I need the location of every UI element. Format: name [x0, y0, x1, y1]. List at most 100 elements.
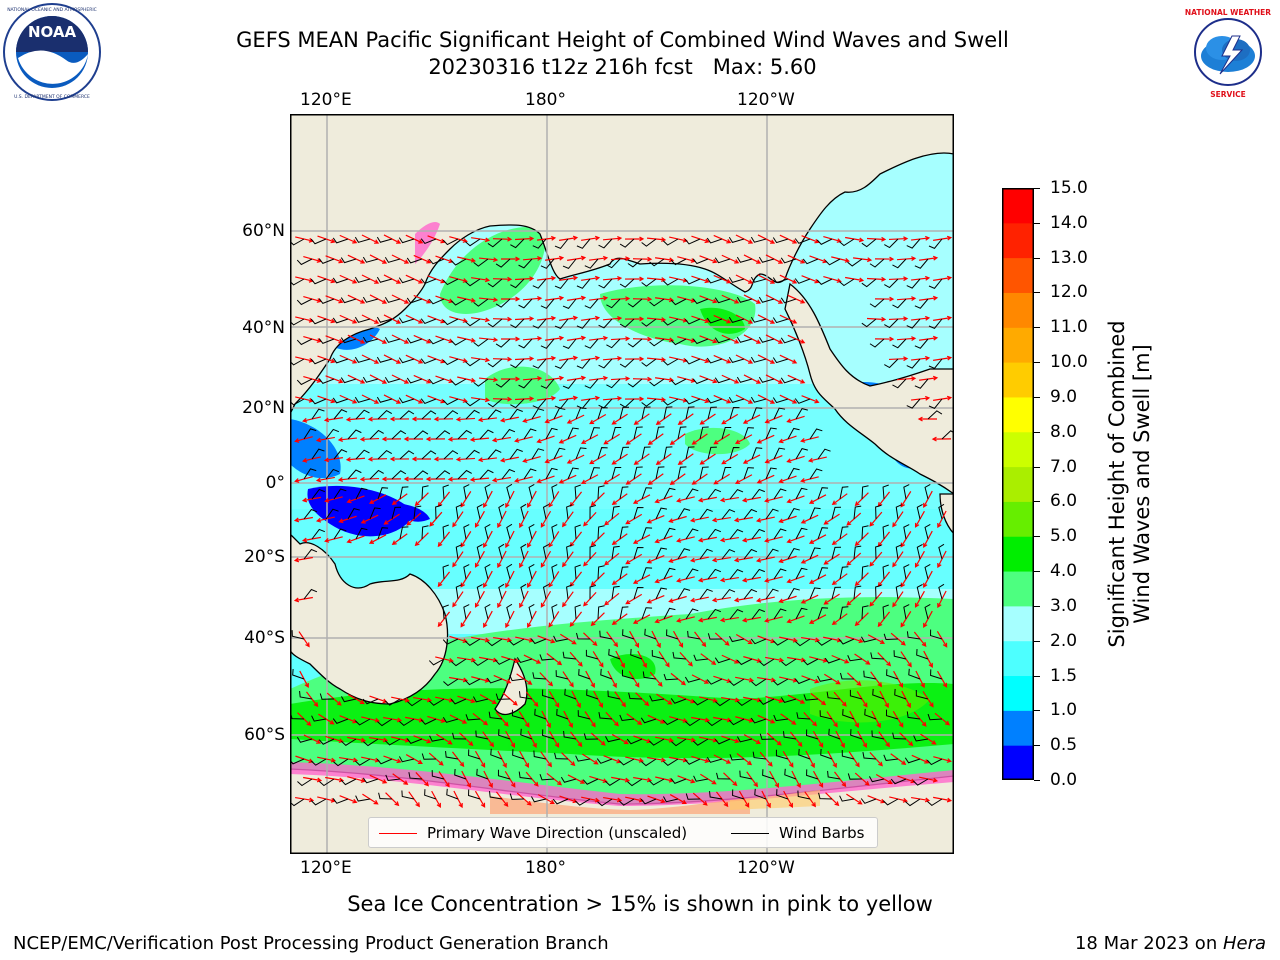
wind-barb: [693, 654, 709, 661]
wind-barb: [450, 698, 467, 705]
wind-barb: [484, 563, 491, 580]
wind-barb: [518, 338, 533, 349]
wave-direction-arrow: [536, 395, 557, 401]
wind-barb: [759, 733, 775, 740]
wind-barb: [599, 630, 613, 640]
wind-barb: [914, 378, 929, 389]
wind-barb: [497, 769, 511, 780]
wind-barb: [798, 748, 811, 760]
wind-barb: [714, 377, 731, 384]
date-label: 18 Mar 2023 on: [1074, 933, 1223, 954]
wind-barb: [780, 697, 797, 704]
chart-subtitle: 20230316 t12z 216h fcst Max: 5.60: [428, 55, 817, 79]
wind-barb: [627, 338, 643, 348]
wind-barb: [633, 466, 643, 480]
wind-barb: [611, 426, 622, 440]
wind-barb: [611, 545, 620, 560]
colorbar-cell: [1002, 257, 1034, 293]
wind-barb: [341, 738, 357, 746]
wind-barb: [693, 775, 709, 782]
wind-barb: [518, 691, 533, 700]
wind-barb: [551, 524, 558, 540]
wind-barb: [533, 750, 547, 760]
wind-barb: [495, 338, 511, 348]
wind-barb: [605, 778, 621, 786]
wind-barb: [838, 638, 855, 645]
wind-barb: [853, 505, 862, 520]
wind-barb: [884, 358, 899, 369]
wind-barb: [413, 505, 422, 520]
wind-barb: [903, 564, 910, 580]
wind-barb: [376, 356, 393, 363]
wind-barb: [828, 728, 841, 740]
colorbar-cell: [1002, 605, 1034, 642]
wind-barb: [743, 548, 758, 560]
wind-barb: [431, 770, 445, 780]
wind-barb: [562, 378, 577, 389]
wind-barb: [831, 546, 842, 560]
wind-barb: [455, 544, 462, 560]
wind-barb: [773, 447, 786, 460]
wind-barb: [692, 298, 709, 305]
wind-barb: [468, 749, 481, 760]
wind-barb: [842, 709, 855, 720]
wind-barb: [707, 608, 722, 620]
colorbar-cell: [1002, 188, 1034, 224]
colorbar-tick-label: 1.5: [1050, 665, 1078, 686]
wind-barb: [310, 318, 327, 325]
wind-barb: [850, 729, 863, 740]
wind-barb: [906, 631, 921, 640]
wind-barb: [906, 238, 921, 249]
wind-barb: [354, 396, 371, 403]
colorbar-tick-label: 0.0: [1050, 770, 1078, 790]
wind-barb: [928, 238, 943, 249]
wind-barb: [831, 506, 842, 520]
wind-barb: [542, 544, 550, 560]
wind-barb: [684, 758, 701, 765]
wind-barb: [649, 258, 665, 267]
wind-barb: [743, 508, 758, 520]
wind-barb: [728, 396, 745, 403]
wind-barb: [303, 588, 318, 600]
wind-barb: [311, 758, 327, 766]
wind-barb: [310, 238, 327, 245]
wind-barb: [325, 428, 340, 440]
wind-barb: [362, 296, 379, 303]
wind-barb: [490, 748, 503, 760]
wind-barb: [554, 278, 569, 289]
wind-barb: [488, 711, 503, 720]
wind-barb: [523, 428, 537, 440]
wind-barb: [318, 258, 335, 264]
wind-barb: [765, 508, 779, 520]
wind-barb: [567, 427, 579, 440]
wind-barb: [443, 410, 459, 420]
wind-barb: [512, 749, 525, 760]
wind-barb: [662, 358, 679, 366]
wind-barb: [296, 736, 313, 743]
wind-barb: [384, 296, 401, 303]
wind-barb: [509, 448, 523, 460]
wind-barb: [542, 689, 555, 700]
colorbar-cell: [1002, 501, 1034, 537]
wind-barb: [916, 649, 929, 660]
wind-barb: [641, 607, 653, 620]
colorbar-tick-mark: [1034, 222, 1040, 224]
wind-barb: [640, 798, 657, 805]
wind-barb: [839, 606, 849, 620]
wind-barb: [924, 483, 931, 500]
wind-barb: [869, 298, 885, 308]
wind-barb: [721, 588, 736, 600]
wind-barb: [586, 689, 599, 700]
wind-barb: [452, 732, 467, 740]
wind-barb: [751, 608, 766, 620]
wind-barb: [552, 798, 569, 805]
wind-barb: [762, 769, 775, 780]
wind-barb: [721, 466, 732, 480]
wind-barb: [484, 483, 491, 500]
wind-barb: [641, 398, 657, 407]
wind-barb: [758, 256, 775, 263]
wind-barb: [663, 567, 676, 580]
wind-barb: [806, 729, 819, 740]
wind-barb: [875, 584, 882, 600]
colorbar-tick-label: 11.0: [1050, 317, 1088, 338]
